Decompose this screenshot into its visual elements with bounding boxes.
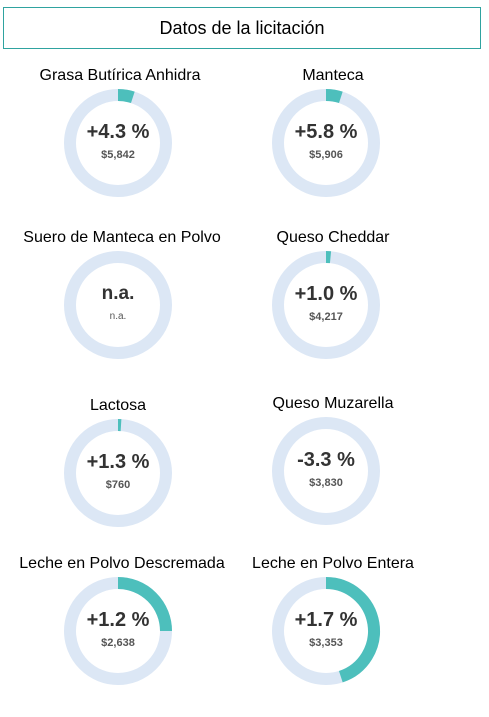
gauge-track — [272, 417, 380, 525]
donut-gauge: n.a. n.a. — [62, 249, 174, 361]
change-percent: +1.7 % — [294, 609, 358, 631]
donut-gauge: -3.3 % $3,830 — [270, 415, 382, 527]
donut-svg — [272, 251, 380, 359]
change-percent: n.a. — [101, 283, 135, 304]
gauge-fill-arc — [117, 89, 135, 104]
product-tile-queso-cheddar: Queso Cheddar +1.0 % $4,217 — [211, 229, 455, 389]
price-value: $3,353 — [309, 637, 343, 649]
change-percent: +1.3 % — [86, 451, 150, 473]
donut-gauge: +5.8 % $5,906 — [270, 87, 382, 199]
product-tile-leche-descremada: Leche en Polvo Descremada +1.2 % $2,638 — [0, 555, 244, 715]
price-value: n.a. — [109, 311, 127, 322]
product-name: Suero de Manteca en Polvo — [23, 229, 221, 246]
price-value: $4,217 — [309, 311, 343, 323]
donut-svg — [64, 89, 172, 197]
price-value: $760 — [105, 479, 131, 491]
product-tile-queso-muzarella: Queso Muzarella -3.3 % $3,830 — [211, 395, 455, 555]
product-tile-lactosa: Lactosa +1.3 % $760 — [0, 397, 244, 557]
page-title: Datos de la licitación — [159, 17, 325, 38]
change-percent: +5.8 % — [294, 121, 358, 143]
price-value: $2,638 — [101, 637, 135, 649]
price-value: $3,830 — [309, 477, 343, 489]
product-name: Lactosa — [89, 397, 147, 414]
product-name: Manteca — [302, 67, 364, 84]
donut-svg — [272, 417, 380, 525]
donut-gauge: +1.0 % $4,217 — [270, 249, 382, 361]
price-value: $5,906 — [309, 149, 343, 161]
donut-svg — [64, 419, 172, 527]
donut-gauge: +4.3 % $5,842 — [62, 87, 174, 199]
product-tile-leche-entera: Leche en Polvo Entera +1.7 % $3,353 — [211, 555, 455, 715]
change-percent: +4.3 % — [86, 121, 150, 143]
donut-svg — [272, 89, 380, 197]
product-tile-grasa-butirica: Grasa Butírica Anhidra +4.3 % $5,842 — [0, 67, 244, 227]
price-value: $5,842 — [101, 149, 135, 161]
donut-gauge: +1.7 % $3,353 — [270, 575, 382, 687]
donut-gauge: +1.2 % $2,638 — [62, 575, 174, 687]
product-name: Leche en Polvo Entera — [252, 555, 414, 572]
gauge-track — [64, 251, 172, 359]
product-tile-suero-de-manteca: Suero de Manteca en Polvo n.a. n.a. — [0, 229, 244, 389]
donut-svg — [64, 251, 172, 359]
gauge-fill-arc — [325, 577, 380, 683]
product-name: Grasa Butírica Anhidra — [39, 67, 201, 84]
donut-gauge: +1.3 % $760 — [62, 417, 174, 529]
donut-svg — [272, 577, 380, 685]
header-box: Datos de la licitación — [3, 7, 481, 49]
gauge-fill-arc — [117, 577, 172, 632]
change-percent: +1.2 % — [86, 609, 150, 631]
change-percent: -3.3 % — [297, 449, 355, 471]
gauge-fill-arc — [325, 89, 343, 104]
donut-svg — [64, 577, 172, 685]
product-name: Queso Muzarella — [272, 395, 394, 412]
product-tile-manteca: Manteca +5.8 % $5,906 — [211, 67, 455, 227]
product-name: Leche en Polvo Descremada — [19, 555, 225, 572]
change-percent: +1.0 % — [294, 283, 358, 305]
product-name: Queso Cheddar — [276, 229, 390, 246]
